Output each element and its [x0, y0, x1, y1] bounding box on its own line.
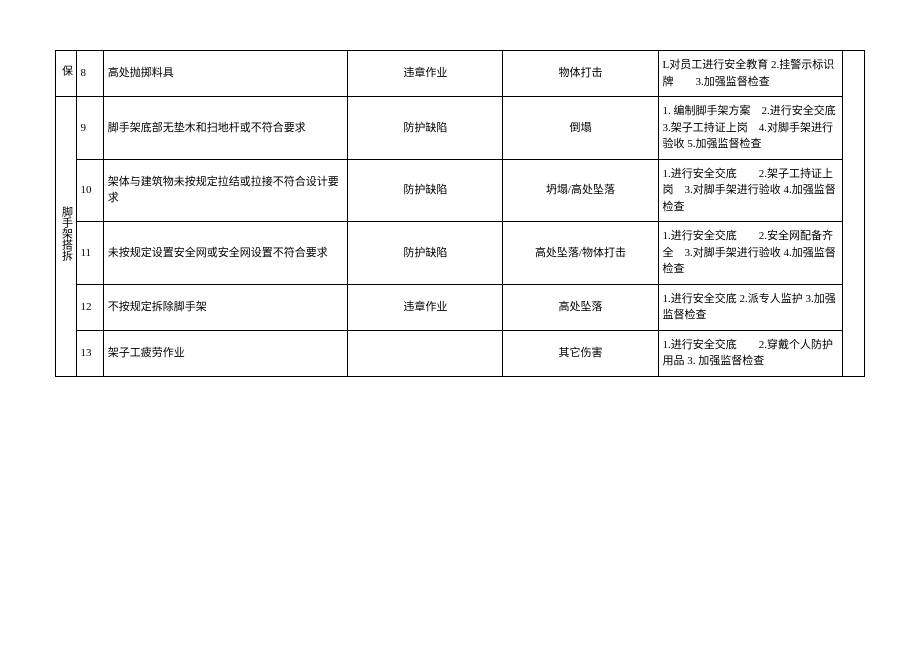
accident-cell: 坍塌/高处坠落 — [503, 159, 658, 222]
accident-cell: 倒塌 — [503, 97, 658, 160]
category-cell-1: 保 — [56, 51, 77, 97]
type-cell — [348, 330, 503, 376]
risk-cell: 不按规定拆除脚手架 — [103, 284, 348, 330]
row-num: 11 — [77, 222, 103, 285]
risk-cell: 高处抛掷料具 — [103, 51, 348, 97]
table-row: 10 架体与建筑物未按规定拉结或拉接不符合设计要求 防护缺陷 坍塌/高处坠落 1… — [56, 159, 865, 222]
risk-cell: 未按规定设置安全网或安全网设置不符合要求 — [103, 222, 348, 285]
type-cell: 防护缺陷 — [348, 222, 503, 285]
type-cell: 违章作业 — [348, 51, 503, 97]
accident-cell: 其它伤害 — [503, 330, 658, 376]
table-row: 12 不按规定拆除脚手架 违章作业 高处坠落 1.进行安全交底 2.派专人监护 … — [56, 284, 865, 330]
risk-cell: 架体与建筑物未按规定拉结或拉接不符合设计要求 — [103, 159, 348, 222]
category-label-1: 保 — [58, 65, 75, 76]
measures-cell: 1.进行安全交底 2.派专人监护 3.加强监督检查 — [658, 284, 843, 330]
end-cell — [843, 51, 865, 377]
table-row: 脚手架搭拆 9 脚手架底部无垫木和扫地杆或不符合要求 防护缺陷 倒塌 1. 编制… — [56, 97, 865, 160]
category-cell-2: 脚手架搭拆 — [56, 97, 77, 377]
safety-risk-table: 保 8 高处抛掷料具 违章作业 物体打击 L对员工进行安全教育 2.挂警示标识牌… — [55, 50, 865, 377]
table-row: 保 8 高处抛掷料具 违章作业 物体打击 L对员工进行安全教育 2.挂警示标识牌… — [56, 51, 865, 97]
measures-cell: 1. 编制脚手架方案 2.进行安全交底 3.架子工持证上岗 4.对脚手架进行验收… — [658, 97, 843, 160]
measures-cell: 1.进行安全交底 2.穿戴个人防护用品 3. 加强监督检查 — [658, 330, 843, 376]
type-cell: 防护缺陷 — [348, 97, 503, 160]
category-label-2: 脚手架搭拆 — [58, 206, 75, 261]
risk-cell: 架子工疲劳作业 — [103, 330, 348, 376]
table-row: 11 未按规定设置安全网或安全网设置不符合要求 防护缺陷 高处坠落/物体打击 1… — [56, 222, 865, 285]
type-cell: 违章作业 — [348, 284, 503, 330]
row-num: 8 — [77, 51, 103, 97]
accident-cell: 物体打击 — [503, 51, 658, 97]
measures-cell: 1.进行安全交底 2.架子工持证上岗 3.对脚手架进行验收 4.加强监督检查 — [658, 159, 843, 222]
accident-cell: 高处坠落/物体打击 — [503, 222, 658, 285]
type-cell: 防护缺陷 — [348, 159, 503, 222]
measures-cell: L对员工进行安全教育 2.挂警示标识牌 3.加强监督检查 — [658, 51, 843, 97]
measures-cell: 1.进行安全交底 2.安全网配备齐全 3.对脚手架进行验收 4.加强监督检查 — [658, 222, 843, 285]
row-num: 10 — [77, 159, 103, 222]
row-num: 12 — [77, 284, 103, 330]
table-row: 13 架子工疲劳作业 其它伤害 1.进行安全交底 2.穿戴个人防护用品 3. 加… — [56, 330, 865, 376]
accident-cell: 高处坠落 — [503, 284, 658, 330]
row-num: 9 — [77, 97, 103, 160]
row-num: 13 — [77, 330, 103, 376]
risk-cell: 脚手架底部无垫木和扫地杆或不符合要求 — [103, 97, 348, 160]
